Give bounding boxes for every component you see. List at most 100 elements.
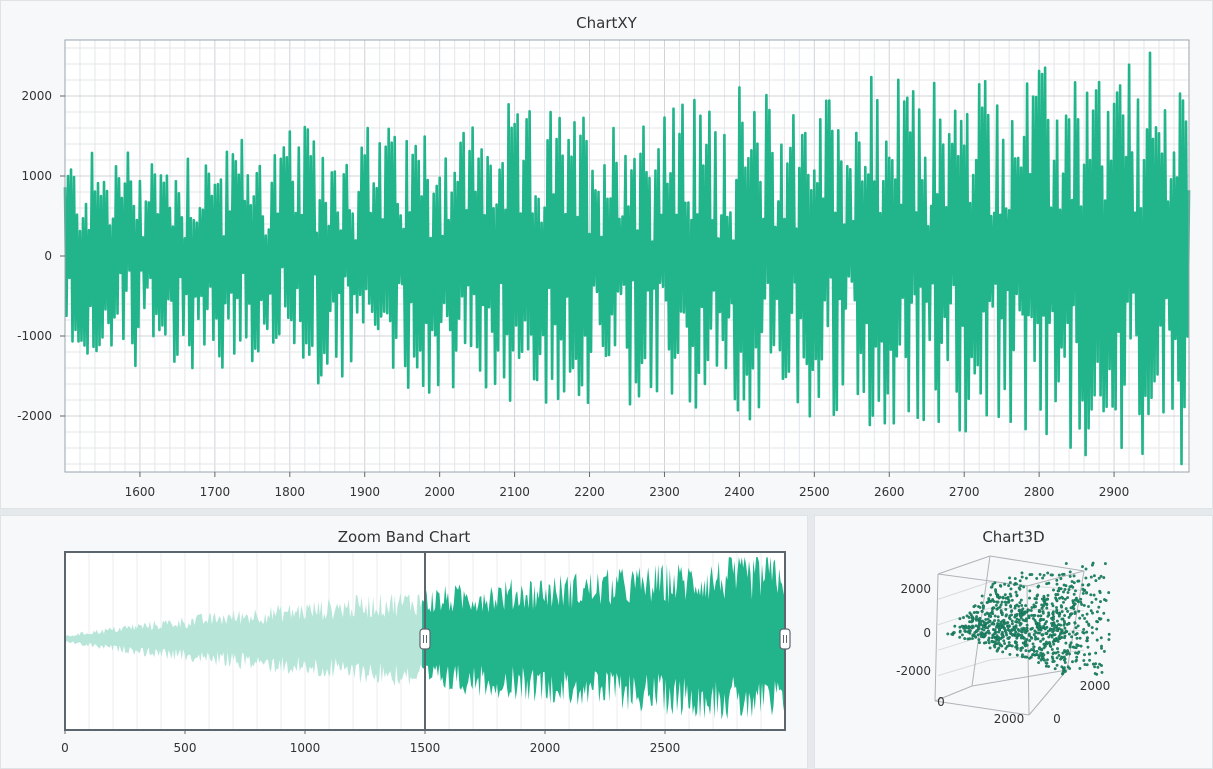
chart3d-point xyxy=(1017,629,1021,633)
chart3d-point xyxy=(1088,652,1092,656)
chart3d-point xyxy=(1030,648,1033,652)
chart3d-plot[interactable]: -2000 0 2000 0 2000 0 2000 xyxy=(814,515,1213,769)
chart3d-point xyxy=(1102,649,1106,653)
chart3d-point xyxy=(1099,617,1103,621)
chart3d-point xyxy=(1080,603,1084,606)
zoom-band-left-handle[interactable] xyxy=(419,628,431,650)
chart3d-point xyxy=(1024,628,1028,632)
chart3d-point xyxy=(1078,616,1082,620)
chart3d-point xyxy=(1013,628,1017,632)
chart3d-point xyxy=(994,603,998,607)
chart3d-point xyxy=(992,606,996,610)
zoom-band-title: Zoom Band Chart xyxy=(337,528,471,546)
chart3d-point xyxy=(1096,665,1100,669)
chart3d-point xyxy=(1007,599,1011,603)
chart3d-edge xyxy=(971,669,1068,687)
chart3d-point xyxy=(1003,582,1007,586)
zoom-band-x-tick-label: 2000 xyxy=(530,741,561,755)
chart3d-point xyxy=(1022,636,1026,640)
chart3d-point xyxy=(1068,574,1072,578)
chart3d-point xyxy=(1084,576,1088,580)
chartxy-x-tick-label: 1700 xyxy=(200,485,231,499)
chart3d-point xyxy=(1039,658,1043,662)
chart3d-point xyxy=(993,581,997,585)
chart3d-point xyxy=(1055,629,1059,632)
chart3d-point xyxy=(1064,629,1068,633)
chart3d-point xyxy=(1100,646,1103,650)
chart3d-point xyxy=(1015,593,1019,597)
chart3d-point xyxy=(1045,582,1049,586)
chart3d-edge xyxy=(1026,570,1085,587)
chart3d-point xyxy=(1005,621,1008,625)
chart3d-point xyxy=(1055,578,1059,582)
chart3d-point xyxy=(983,613,987,616)
chart3d-point xyxy=(1083,663,1087,666)
chartxy-x-tick-label: 2800 xyxy=(1024,485,1055,499)
chartxy-x-tick-label: 2600 xyxy=(874,485,905,499)
chart3d-point xyxy=(1034,601,1038,605)
chart3d-point xyxy=(1056,637,1060,641)
chart3d-point xyxy=(1060,595,1064,599)
chart3d-point xyxy=(1081,591,1085,595)
chart3d-point xyxy=(1085,591,1088,595)
chart3d-point xyxy=(1034,605,1038,608)
chart3d-point xyxy=(994,630,998,634)
chart3d-point xyxy=(1077,650,1081,654)
chart3d-point xyxy=(1024,610,1028,614)
chart3d-point xyxy=(1037,584,1041,588)
chart3d-point xyxy=(1020,655,1024,659)
handle-body xyxy=(779,628,791,650)
chart3d-point xyxy=(1021,607,1025,611)
chart3d-point xyxy=(1054,651,1058,655)
chart3d-point xyxy=(980,594,984,598)
chart3d-point xyxy=(1084,567,1088,571)
chartxy-y-tick-label: -1000 xyxy=(17,329,52,343)
chart3d-point xyxy=(1094,651,1098,655)
chart3d-point xyxy=(1090,600,1094,604)
chart3d-point xyxy=(1008,617,1012,621)
chart3d-point xyxy=(1053,633,1057,637)
chart3d-point xyxy=(1048,644,1052,648)
chart3d-point xyxy=(1081,587,1085,591)
chart3d-point xyxy=(1064,584,1068,588)
chart3d-point xyxy=(963,629,967,633)
chart3d-point xyxy=(1075,655,1079,659)
chart3d-point xyxy=(1082,603,1086,607)
chart3d-point xyxy=(991,640,994,644)
chart3d-points xyxy=(946,561,1111,676)
chart3d-point xyxy=(1062,619,1066,623)
chart3d-point xyxy=(1015,603,1019,607)
chart3d-point xyxy=(1067,632,1071,636)
zoom-band-unselected-area xyxy=(65,589,428,687)
chart3d-point xyxy=(1063,626,1067,630)
chart3d-point xyxy=(1053,667,1057,671)
chart3d-point xyxy=(978,605,982,609)
chart3d-point xyxy=(979,621,983,625)
chart3d-point xyxy=(1058,636,1062,640)
chart3d-point xyxy=(1086,636,1089,640)
zoom-band-plot[interactable]: 0 500 1000 1500 2000 2500 xyxy=(0,515,808,769)
chart3d-point xyxy=(1097,605,1101,609)
chart3d-point xyxy=(1036,637,1040,641)
chart3d-point xyxy=(995,625,999,629)
chart3d-point xyxy=(1002,623,1005,627)
chartxy-x-tick-label: 2700 xyxy=(949,485,980,499)
chart3d-point xyxy=(1020,629,1023,633)
zoom-band-right-handle[interactable] xyxy=(779,628,791,650)
chart3d-point xyxy=(993,614,997,618)
chart3d-point xyxy=(1068,613,1072,617)
chart3d-point xyxy=(1085,620,1089,624)
chart3d-point xyxy=(1018,601,1022,605)
chart3d-point xyxy=(1014,620,1018,624)
chart3d-point xyxy=(1009,610,1013,613)
chart3d-point xyxy=(1058,596,1061,600)
chart3d-point xyxy=(1000,600,1004,604)
chart3d-point xyxy=(1066,596,1070,600)
chart3d-point xyxy=(1010,598,1014,602)
chart3d-point xyxy=(993,645,997,649)
chart3d-point xyxy=(1027,649,1031,653)
chart3d-point xyxy=(1061,572,1064,576)
chart3d-point xyxy=(978,616,982,620)
chartxy-plot[interactable]: 1600 1700 1800 1900 2000 2100 2200 2300 2400 2500… xyxy=(0,0,1213,509)
chart3d-point xyxy=(1037,625,1041,629)
